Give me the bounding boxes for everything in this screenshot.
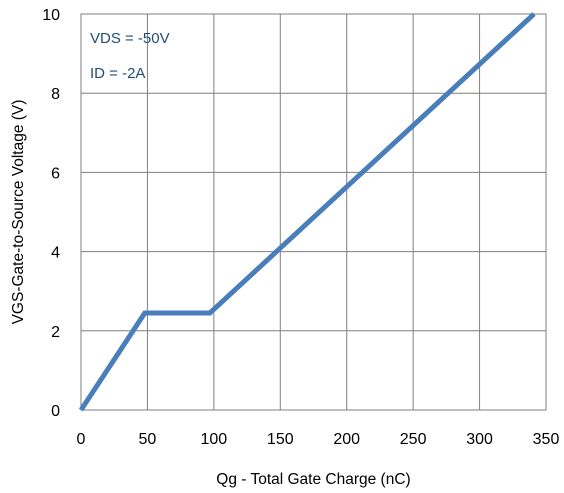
x-tick-label: 0 xyxy=(77,431,86,448)
series-group xyxy=(78,12,536,412)
y-axis-title: VGS-Gate-to-Source Voltage (V) xyxy=(10,100,27,325)
y-tick-label: 4 xyxy=(51,245,60,262)
x-tick-labels: 0 50 100 150 200 250 300 350 xyxy=(77,431,560,448)
x-axis-title: Qg - Total Gate Charge (nC) xyxy=(216,471,410,488)
y-tick-label: 2 xyxy=(51,324,60,341)
y-tick-label: 0 xyxy=(51,403,60,420)
x-tick-label: 350 xyxy=(533,431,560,448)
x-tick-label: 150 xyxy=(267,431,294,448)
y-tick-label: 6 xyxy=(51,165,60,182)
plot-grid xyxy=(80,13,547,411)
x-tick-label: 200 xyxy=(333,431,360,448)
x-tick-label: 250 xyxy=(400,431,427,448)
x-tick-label: 300 xyxy=(466,431,493,448)
x-tick-label: 50 xyxy=(139,431,157,448)
x-tick-label: 100 xyxy=(201,431,228,448)
plot-frame xyxy=(80,13,547,411)
y-tick-labels: 0 2 4 6 8 10 xyxy=(42,7,60,420)
series-line xyxy=(78,12,536,412)
annotation-id: ID = -2A xyxy=(90,65,145,82)
annotation-vds: VDS = -50V xyxy=(90,30,170,47)
y-tick-label: 8 xyxy=(51,86,60,103)
y-tick-label: 10 xyxy=(42,7,60,24)
